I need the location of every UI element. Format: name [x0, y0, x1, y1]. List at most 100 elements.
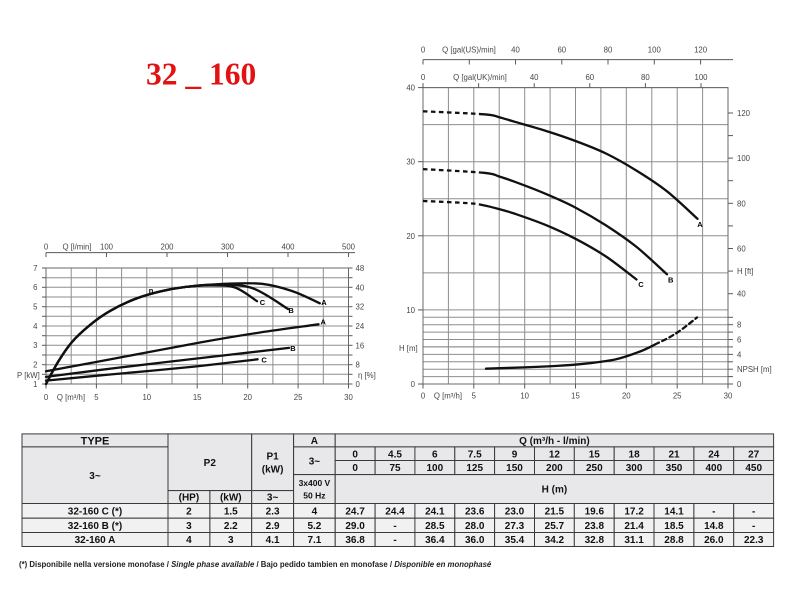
- svg-text:Q [m³/h]: Q [m³/h]: [57, 393, 85, 402]
- svg-text:125: 125: [466, 463, 483, 474]
- svg-text:31.1: 31.1: [624, 535, 644, 546]
- svg-text:16: 16: [356, 341, 365, 350]
- svg-text:20: 20: [622, 392, 631, 401]
- svg-text:4: 4: [33, 322, 38, 331]
- svg-text:0: 0: [421, 45, 426, 54]
- svg-text:350: 350: [666, 463, 683, 474]
- svg-text:14.1: 14.1: [664, 507, 684, 518]
- svg-text:-: -: [393, 535, 396, 546]
- svg-text:4: 4: [312, 507, 318, 518]
- svg-text:Q (m³/h - l/min): Q (m³/h - l/min): [519, 436, 590, 447]
- svg-text:-: -: [712, 507, 715, 518]
- svg-text:H [m]: H [m]: [399, 344, 418, 353]
- svg-text:2: 2: [186, 507, 192, 518]
- svg-text:C: C: [638, 280, 644, 289]
- svg-text:27.3: 27.3: [505, 521, 525, 532]
- svg-text:0: 0: [421, 392, 426, 401]
- svg-text:23.6: 23.6: [465, 507, 485, 518]
- svg-text:80: 80: [641, 73, 650, 82]
- svg-text:-: -: [752, 521, 755, 532]
- svg-text:7: 7: [33, 264, 37, 273]
- svg-text:100: 100: [100, 243, 114, 252]
- svg-text:40: 40: [406, 84, 415, 93]
- svg-text:22.3: 22.3: [744, 535, 764, 546]
- svg-text:21.4: 21.4: [624, 521, 644, 532]
- svg-text:9: 9: [512, 449, 518, 460]
- svg-text:17.2: 17.2: [624, 507, 644, 518]
- svg-text:η: η: [149, 286, 154, 295]
- svg-text:0: 0: [44, 243, 49, 252]
- svg-text:0: 0: [411, 380, 416, 389]
- svg-text:0: 0: [356, 380, 361, 389]
- svg-text:TYPE: TYPE: [81, 435, 110, 447]
- svg-text:Q [gal(UK)/min]: Q [gal(UK)/min]: [453, 73, 507, 82]
- svg-text:32-160 B (*): 32-160 B (*): [68, 521, 122, 532]
- svg-text:36.8: 36.8: [345, 535, 365, 546]
- svg-text:30: 30: [724, 392, 733, 401]
- svg-text:8: 8: [737, 321, 741, 330]
- svg-text:200: 200: [546, 463, 563, 474]
- svg-text:30: 30: [406, 158, 415, 167]
- svg-text:Q [m³/h]: Q [m³/h]: [434, 392, 462, 401]
- svg-text:40: 40: [356, 283, 365, 292]
- svg-text:25: 25: [673, 392, 682, 401]
- svg-text:0: 0: [352, 463, 358, 474]
- svg-text:-: -: [752, 507, 755, 518]
- svg-text:2: 2: [33, 361, 37, 370]
- svg-text:32.8: 32.8: [585, 535, 605, 546]
- svg-text:2.9: 2.9: [266, 521, 280, 532]
- svg-text:A: A: [321, 318, 327, 327]
- svg-text:34.2: 34.2: [545, 535, 565, 546]
- svg-text:15: 15: [571, 392, 580, 401]
- svg-text:10: 10: [142, 393, 151, 402]
- svg-text:7.5: 7.5: [468, 449, 482, 460]
- svg-text:0: 0: [44, 393, 49, 402]
- svg-text:60: 60: [585, 73, 594, 82]
- svg-text:80: 80: [604, 45, 613, 54]
- svg-text:4.1: 4.1: [266, 535, 280, 546]
- svg-text:8: 8: [356, 361, 360, 370]
- svg-text:80: 80: [737, 199, 746, 208]
- svg-text:20: 20: [243, 393, 252, 402]
- svg-text:23.8: 23.8: [585, 521, 605, 532]
- svg-text:24.4: 24.4: [385, 507, 405, 518]
- svg-text:24: 24: [708, 449, 720, 460]
- svg-text:2.2: 2.2: [224, 521, 238, 532]
- svg-text:27: 27: [748, 449, 760, 460]
- svg-text:21.5: 21.5: [545, 507, 565, 518]
- svg-text:A: A: [321, 298, 327, 307]
- svg-text:6: 6: [737, 336, 741, 345]
- svg-text:28.0: 28.0: [465, 521, 485, 532]
- svg-text:18: 18: [629, 449, 641, 460]
- svg-text:H [ft]: H [ft]: [737, 267, 753, 276]
- svg-text:50 Hz: 50 Hz: [303, 490, 325, 500]
- svg-text:18.5: 18.5: [664, 521, 684, 532]
- svg-text:32 _ 160: 32 _ 160: [146, 57, 256, 92]
- svg-text:28.8: 28.8: [664, 535, 684, 546]
- svg-text:3: 3: [228, 535, 234, 546]
- svg-text:0: 0: [737, 380, 742, 389]
- svg-text:3~: 3~: [267, 493, 279, 504]
- svg-text:H (m): H (m): [542, 485, 568, 496]
- svg-text:(*) Disponibile nella versione: (*) Disponibile nella versione monofase …: [19, 560, 492, 569]
- svg-text:Q [gal(US)/min]: Q [gal(US)/min]: [442, 45, 496, 54]
- svg-text:5: 5: [94, 393, 99, 402]
- svg-text:A: A: [311, 436, 318, 447]
- svg-text:3x400 V: 3x400 V: [299, 478, 331, 488]
- svg-text:250: 250: [586, 463, 603, 474]
- svg-text:400: 400: [705, 463, 722, 474]
- svg-text:32: 32: [356, 303, 365, 312]
- svg-text:25: 25: [294, 393, 303, 402]
- svg-text:150: 150: [506, 463, 523, 474]
- svg-text:24.1: 24.1: [425, 507, 445, 518]
- svg-text:3~: 3~: [309, 456, 321, 467]
- svg-text:5: 5: [33, 303, 38, 312]
- svg-text:36.0: 36.0: [465, 535, 485, 546]
- svg-text:19.6: 19.6: [585, 507, 605, 518]
- svg-text:36.4: 36.4: [425, 535, 445, 546]
- svg-text:η [%]: η [%]: [358, 371, 376, 380]
- svg-text:B: B: [668, 275, 674, 284]
- svg-text:75: 75: [389, 463, 401, 474]
- svg-text:32-160 C (*): 32-160 C (*): [68, 507, 122, 518]
- svg-text:4.5: 4.5: [388, 449, 402, 460]
